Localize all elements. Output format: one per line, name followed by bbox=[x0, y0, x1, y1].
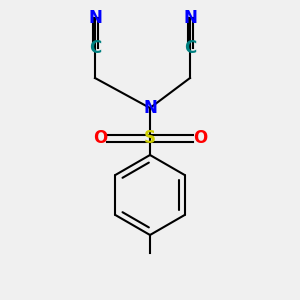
Text: N: N bbox=[183, 9, 197, 27]
Text: S: S bbox=[144, 129, 156, 147]
Text: N: N bbox=[143, 99, 157, 117]
Text: C: C bbox=[184, 39, 196, 57]
Text: C: C bbox=[89, 39, 101, 57]
Text: O: O bbox=[193, 129, 207, 147]
Text: N: N bbox=[88, 9, 102, 27]
Text: O: O bbox=[93, 129, 107, 147]
